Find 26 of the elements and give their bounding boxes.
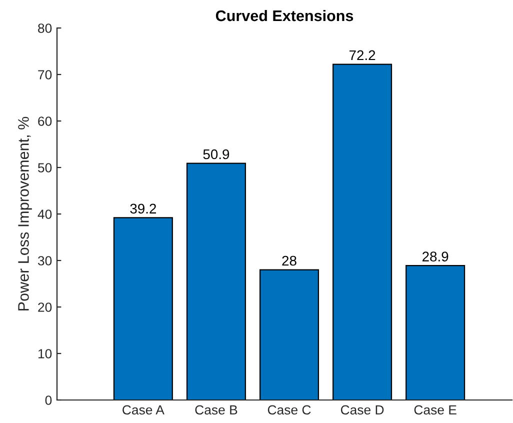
y-tick-label: 80 bbox=[38, 24, 52, 33]
y-tick-label: 20 bbox=[38, 302, 52, 312]
y-tick-label: 50 bbox=[38, 163, 52, 172]
y-tick-label: 30 bbox=[38, 256, 52, 266]
bar bbox=[113, 217, 173, 400]
bar bbox=[259, 269, 320, 400]
y-tick-label: 0 bbox=[45, 396, 52, 405]
data-label: 39.2 bbox=[130, 204, 156, 214]
data-label: 28.9 bbox=[422, 252, 448, 262]
y-tick-label: 40 bbox=[38, 210, 52, 219]
chart-title: Curved Extensions bbox=[216, 10, 354, 22]
bar bbox=[332, 64, 392, 400]
y-tick-label: 60 bbox=[38, 116, 52, 126]
x-tick-label: Case D bbox=[340, 405, 384, 415]
y-axis-title: Power Loss Improvement, % bbox=[18, 116, 32, 310]
data-label: 50.9 bbox=[203, 149, 230, 160]
y-tick-label: 70 bbox=[38, 70, 52, 80]
bar bbox=[186, 162, 246, 400]
x-tick-label: Case B bbox=[195, 405, 238, 415]
y-tick-label: 10 bbox=[38, 349, 52, 358]
x-tick-label: Case C bbox=[268, 405, 311, 415]
data-label: 72.2 bbox=[349, 50, 376, 60]
x-tick-label: Case A bbox=[122, 405, 164, 415]
data-label: 28 bbox=[282, 256, 296, 266]
x-tick-label: Case E bbox=[414, 405, 456, 415]
bar bbox=[406, 265, 466, 400]
